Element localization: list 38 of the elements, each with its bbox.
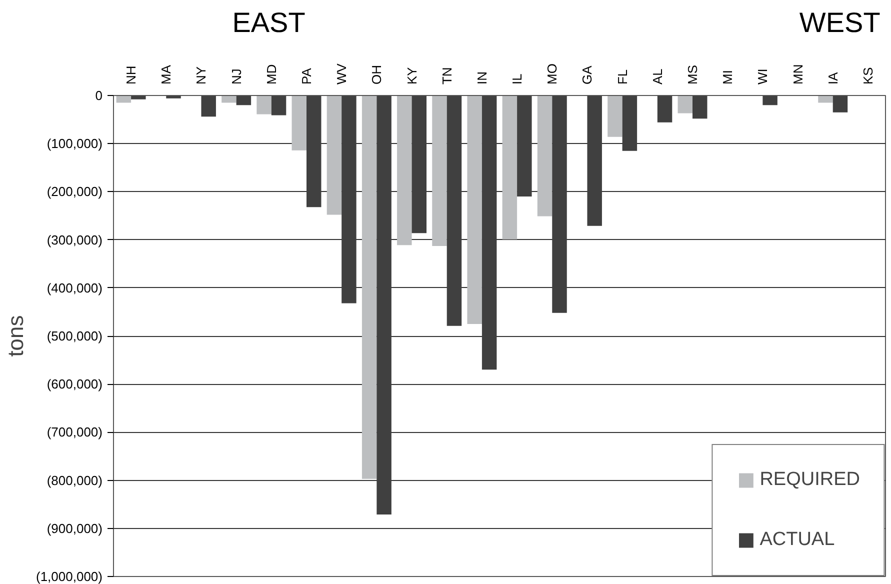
y-tick-label: (300,000) [46, 232, 103, 248]
y-tick-label: (100,000) [46, 136, 103, 152]
x-tick-label: MI [720, 70, 736, 84]
y-tick-label: 0 [95, 88, 103, 103]
legend-label: REQUIRED [760, 469, 860, 491]
x-tick-label: IL [510, 74, 525, 84]
legend-label: ACTUAL [760, 529, 835, 551]
x-tick-label: PA [299, 68, 314, 84]
x-tick-label: KS [860, 66, 876, 84]
y-tick-label: (500,000) [46, 328, 103, 344]
y-tick-label: (400,000) [46, 280, 103, 296]
text: EAST [232, 7, 306, 38]
x-tick-label: IN [474, 72, 490, 84]
y-tick-label: (600,000) [46, 376, 103, 392]
x-tick-label: NJ [228, 68, 244, 84]
x-tick-label: AL [650, 68, 665, 84]
y-tick-label: (700,000) [46, 424, 103, 440]
x-tick-label: IA [825, 72, 840, 84]
y-tick-label: (1,000,000) [36, 569, 103, 584]
x-tick-label: MS [685, 64, 700, 84]
x-tick-label: FL [614, 69, 630, 84]
x-tick-label: KY [404, 66, 420, 84]
x-tick-label: MN [790, 64, 806, 84]
x-tick-label: TN [439, 67, 454, 84]
text: WEST [799, 7, 880, 38]
x-tick-label: GA [580, 65, 595, 84]
x-tick-label: WI [755, 68, 770, 84]
x-tick-label: WV [334, 63, 350, 84]
x-tick-label: MO [544, 64, 560, 84]
y-tick-label: (800,000) [46, 472, 103, 488]
x-tick-label: MA [158, 64, 174, 84]
y-axis-title: tons [3, 315, 28, 357]
x-tick-label: MD [264, 64, 279, 84]
x-tick-label: OH [369, 65, 384, 84]
x-tick-label: NY [194, 66, 209, 84]
y-tick-label: (200,000) [46, 184, 103, 200]
x-tick-label: NH [124, 66, 139, 84]
y-tick-label: (900,000) [46, 520, 103, 536]
